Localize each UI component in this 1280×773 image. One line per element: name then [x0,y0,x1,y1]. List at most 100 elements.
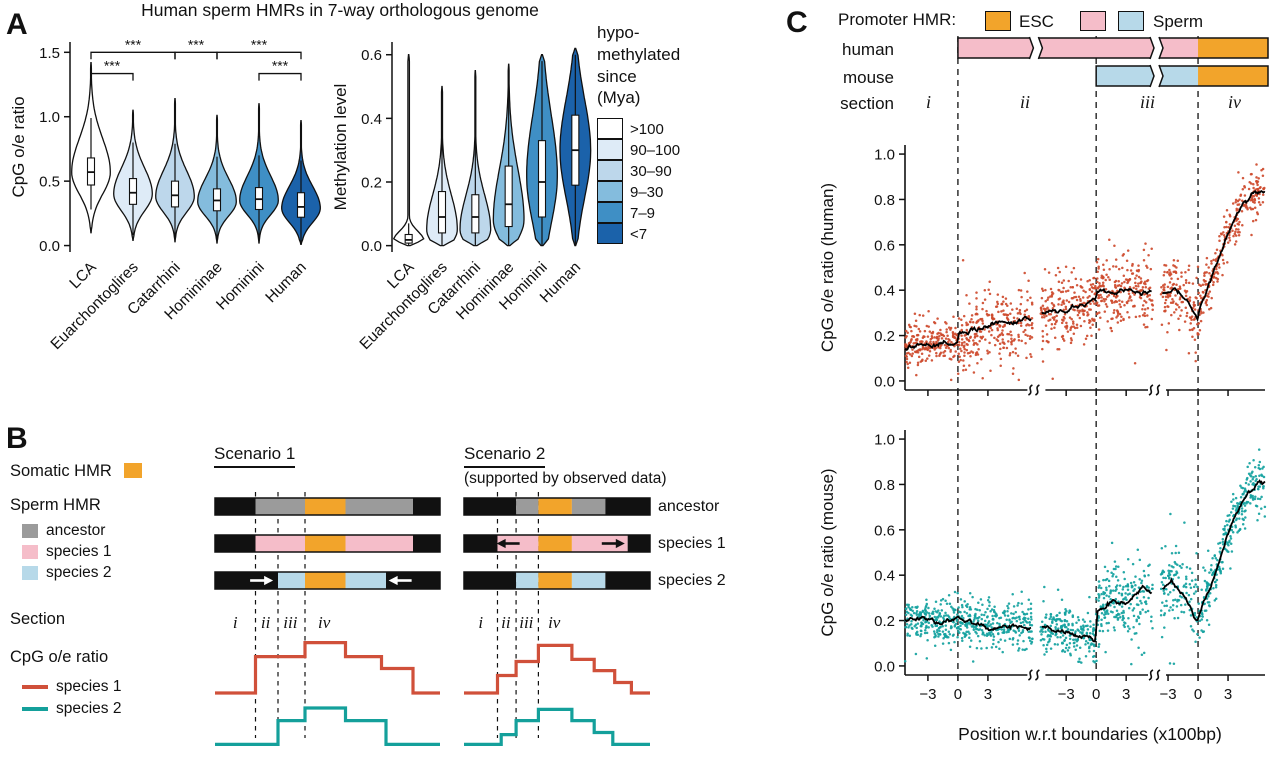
violin [392,54,425,247]
svg-text:0.5: 0.5 [39,174,60,191]
legend-entry-label: >100 [630,121,664,138]
scenario1-title: Scenario 1 [214,444,296,468]
legend-entry-label: species 2 [46,563,112,581]
significance-stars: *** [104,58,121,74]
row-label-section: section [840,94,894,113]
cpg-step-line [215,641,440,695]
x-tick-label: −3 [1058,686,1075,703]
x-tick-label: 3 [1122,686,1130,703]
hmr-bar [214,534,441,553]
somatic-hmr-label: Somatic HMR [10,462,112,480]
panel-b-diagram: i ii iii iv i ii iii iv [214,492,651,746]
legend-entry: 7–9 [597,202,722,224]
svg-text:1.0: 1.0 [874,432,895,449]
sperm-hmr-legend-title: Sperm HMR [10,496,101,514]
esc-swatch [985,11,1011,31]
cpg-line-legend-entry: species 2 [22,698,121,720]
svg-text:0.4: 0.4 [874,568,895,585]
legend-entry-label: 30–90 [630,163,672,180]
human-hmr-bar [957,37,1269,59]
legend-entry-label: species 1 [56,678,122,695]
svg-text:0.6: 0.6 [874,522,895,539]
svg-text:1.5: 1.5 [39,45,60,62]
cpg-line-legend-entry: species 1 [22,676,121,698]
section-numeral: ii [501,613,511,632]
hmr-bar [214,497,441,516]
legend-entry-label: 7–9 [630,205,656,222]
x-tick-label: 0 [1092,686,1100,703]
hmr-bar [214,571,441,590]
y-axis-label: CpG o/e ratio (human) [818,183,837,352]
sperm-label: Sperm [1153,12,1204,31]
cpg-line-legend: species 1 species 2 [22,676,121,720]
svg-text:0.8: 0.8 [874,477,895,494]
sperm-human-swatch [1080,11,1106,31]
sperm-mouse-swatch [1118,11,1144,31]
legend-line-swatch [22,684,48,690]
boxplot [170,180,180,208]
sperm-hmr-legend-entry: species 2 [22,562,111,583]
category-label: Human [262,259,309,306]
somatic-hmr-legend: Somatic HMR [10,462,143,481]
legend-entry: 90–100 [597,139,722,161]
section-numeral: iii [519,613,533,632]
mouse-hmr-bar [1095,65,1269,87]
legend-swatch [22,523,38,538]
x-tick-label: −3 [919,686,936,703]
legend-entry-label: <7 [630,226,648,243]
trend-line [904,189,1266,352]
cpg-ratio-label: CpG o/e ratio [10,648,109,666]
y-axis-label: Methylation level [331,84,350,211]
svg-text:0.2: 0.2 [874,613,895,630]
legend-swatch [597,223,623,245]
legend-swatch [597,202,623,224]
legend-swatch [22,544,38,559]
x-tick-label: −3 [1159,686,1176,703]
panel-c-plots: 0.0 0.2 0.4 0.6 0.8 1.0 CpG o/e ratio (human) 0… [818,36,1269,703]
scatter-points [903,448,1267,666]
legend-entry: >100 [597,118,722,140]
panel-b-label: B [6,422,28,455]
legend-swatch [597,139,623,161]
significance-stars: *** [188,36,205,52]
svg-text:0.2: 0.2 [874,328,895,345]
hmr-bar [463,534,651,553]
boxplot [404,233,413,244]
legend-line-swatch [22,706,48,712]
legend-swatch [597,160,623,182]
section-numeral: i [478,613,483,632]
sperm-hmr-legend-entry: species 1 [22,541,111,562]
legend-swatch [597,181,623,203]
legend-swatch [22,565,38,580]
cpg-step-line [464,707,650,746]
hmr-bar [463,571,651,590]
cpg-step-line [215,706,440,746]
legend-entry-label: 90–100 [630,142,681,159]
svg-text:0.4: 0.4 [874,283,895,300]
boxplot [537,140,547,218]
significance-stars: *** [272,58,289,74]
hypomethylated-legend-title: hypo- methylated since (Mya) [597,23,681,108]
svg-text:0.6: 0.6 [361,47,382,64]
section-numeral: iv [318,613,331,632]
hmr-bar [463,497,651,516]
esc-label: ESC [1019,12,1054,31]
x-tick-label: 3 [984,686,992,703]
hypomethylated-legend-entries: >100 90–100 30–90 9–30 7–9 <7 [597,118,722,245]
section-i-label: i [926,92,932,112]
legend-entry: 30–90 [597,160,722,182]
boxplot [296,192,306,218]
significance-stars: *** [125,36,142,52]
panel-a-title: Human sperm HMRs in 7-way orthologous ge… [141,0,539,20]
legend-entry: 9–30 [597,181,722,203]
legend-entry-label: ancestor [46,521,106,539]
svg-text:1.0: 1.0 [874,147,895,164]
x-tick-label: 0 [1194,686,1202,703]
svg-text:1.0: 1.0 [39,109,60,126]
section-ii-label: ii [1020,92,1031,112]
panel-c-label: C [786,6,808,39]
boxplot [128,178,138,205]
trend-line [904,479,1266,643]
